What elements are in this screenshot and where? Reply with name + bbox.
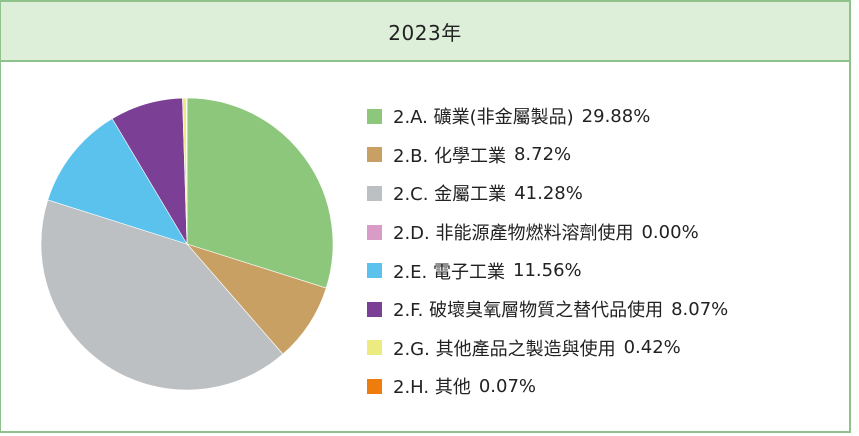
pie-slice (186, 97, 188, 245)
legend-swatch (367, 263, 382, 279)
legend-label: 2.G. 其他產品之製造與使用 (393, 338, 616, 360)
legend-swatch (367, 378, 382, 394)
legend-swatch (367, 147, 382, 163)
legend-item: 2.D. 非能源產物燃料溶劑使用 0.00% (367, 213, 728, 252)
pie-chart (40, 97, 334, 391)
chart-area: 2.A. 礦業(非金屬製品) 29.88% 2.B. 化學工業 8.72% 2.C. 金… (1, 62, 849, 431)
pie-slice (40, 199, 284, 391)
legend-item: 2.A. 礦業(非金屬製品) 29.88% (367, 97, 728, 136)
chart-legend: 2.A. 礦業(非金屬製品) 29.88% 2.B. 化學工業 8.72% 2.C. 金… (367, 97, 728, 406)
legend-item: 2.H. 其他 0.07% (367, 367, 728, 406)
legend-item: 2.F. 破壞臭氧層物質之替代品使用 8.07% (367, 290, 728, 329)
legend-value: 0.00% (641, 221, 699, 243)
legend-label: 2.E. 電子工業 (393, 261, 505, 283)
legend-swatch (367, 224, 382, 240)
legend-value: 29.88% (581, 105, 651, 127)
legend-swatch (367, 185, 382, 201)
chart-header: 2023年 (1, 0, 849, 62)
legend-label: 2.H. 其他 (393, 377, 471, 399)
legend-value: 0.42% (623, 337, 681, 359)
pie-slice (186, 97, 334, 289)
legend-value: 11.56% (513, 260, 582, 282)
legend-item: 2.B. 化學工業 8.72% (367, 136, 728, 175)
pie-slice (47, 118, 188, 245)
legend-label: 2.D. 非能源產物燃料溶劑使用 (393, 223, 634, 245)
legend-value: 0.07% (478, 375, 537, 397)
legend-value: 8.72% (513, 144, 572, 166)
legend-swatch (367, 301, 382, 317)
legend-swatch (367, 108, 382, 124)
legend-swatch (367, 340, 382, 356)
legend-value: 41.28% (514, 182, 583, 204)
chart-title: 2023年 (388, 20, 462, 45)
legend-item: 2.G. 其他產品之製造與使用 0.42% (367, 329, 728, 368)
legend-value: 8.07% (671, 298, 729, 320)
legend-label: 2.F. 破壞臭氧層物質之替代品使用 (393, 300, 664, 322)
legend-item: 2.E. 電子工業 11.56% (367, 251, 728, 290)
legend-label: 2.C. 金屬工業 (393, 184, 507, 206)
legend-label: 2.A. 礦業(非金屬製品) (393, 107, 574, 129)
legend-label: 2.B. 化學工業 (393, 145, 506, 167)
legend-item: 2.C. 金屬工業 41.28% (367, 174, 728, 213)
